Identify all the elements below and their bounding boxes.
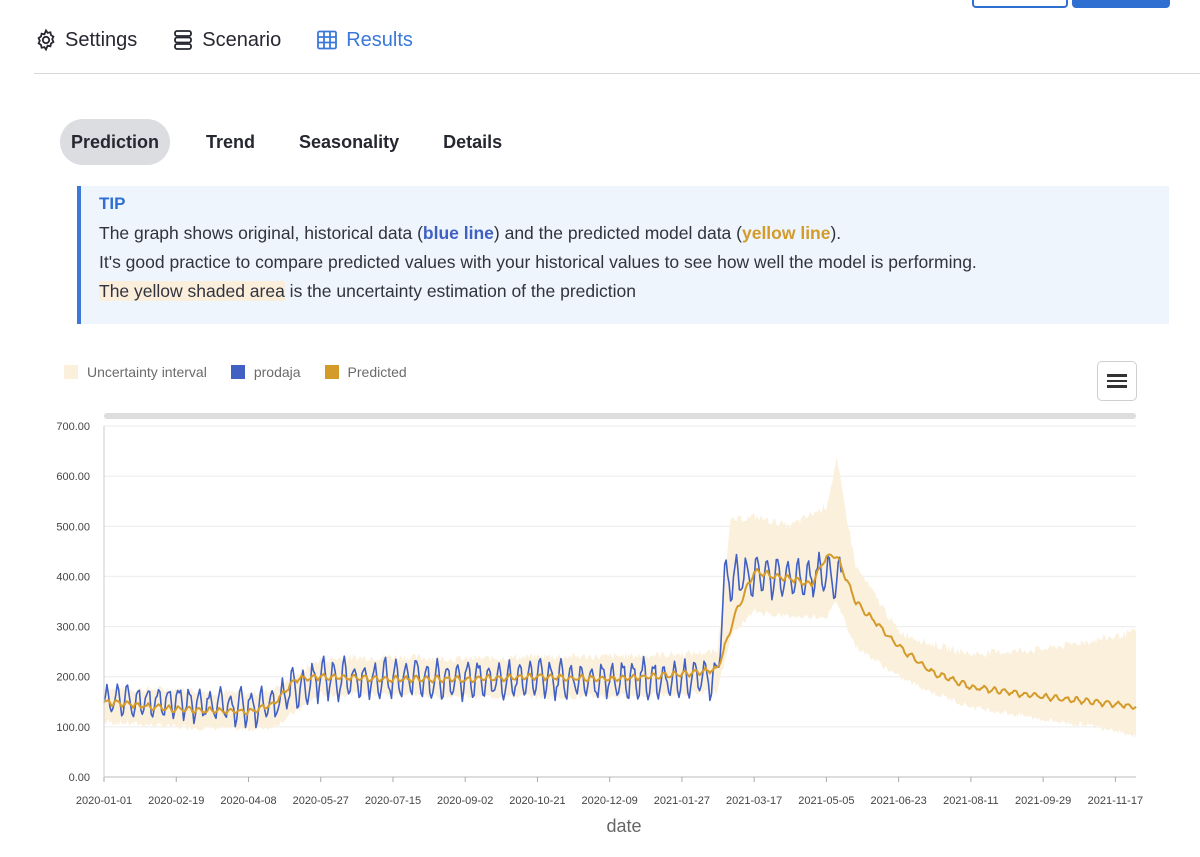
tab-details[interactable]: Details — [443, 132, 503, 152]
uncertainty-band — [104, 457, 1136, 739]
x-tick-label: 2021-03-17 — [726, 795, 782, 807]
nav-settings[interactable]: Settings — [34, 28, 137, 52]
grid — [104, 425, 1136, 778]
hamburger-icon — [1107, 385, 1127, 388]
x-tick-label: 2021-05-05 — [798, 795, 854, 807]
nav-divider — [34, 73, 1200, 74]
y-tick-label: 0.00 — [69, 772, 90, 784]
legend-swatch-predicted — [324, 365, 339, 379]
x-tick-label: 2020-04-08 — [220, 795, 276, 807]
tip-text: The graph shows original, historical dat… — [99, 223, 423, 243]
x-tick-label: 2020-10-21 — [509, 795, 565, 807]
x-tick-label: 2020-12-09 — [582, 795, 638, 807]
tip-line-2: It's good practice to compare predicted … — [99, 252, 977, 272]
secondary-action-button[interactable] — [972, 0, 1068, 8]
nav-scenario-label: Scenario — [202, 28, 282, 51]
legend-label: prodaja — [253, 364, 301, 380]
predicted-series — [103, 553, 1137, 716]
x-tick-label: 2020-01-01 — [76, 795, 132, 807]
x-tick-label: 2021-06-23 — [870, 795, 926, 807]
y-tick-label: 400.00 — [56, 571, 90, 583]
result-tabs: Prediction Trend Seasonality Details — [60, 119, 520, 165]
y-tick-label: 500.00 — [56, 521, 90, 533]
x-tick-label: 2020-09-02 — [437, 795, 493, 807]
chart-scrollbar[interactable] — [104, 413, 1136, 419]
legend-uncertainty[interactable]: Uncertainty interval — [64, 364, 207, 380]
tab-prediction[interactable]: Prediction — [60, 119, 171, 165]
x-tick-label: 2020-07-15 — [365, 795, 421, 807]
nav-settings-label: Settings — [65, 28, 138, 51]
y-tick-label: 600.00 — [56, 471, 90, 483]
nav-results-label: Results — [346, 28, 413, 51]
tip-text: ). — [830, 223, 842, 243]
hamburger-icon — [1107, 374, 1127, 377]
tip-line-3: The yellow shaded area is the uncertaint… — [99, 277, 1151, 306]
tab-trend[interactable]: Trend — [206, 132, 256, 152]
legend-swatch-prodaja — [230, 365, 245, 379]
x-tick-label: 2020-02-19 — [148, 795, 204, 807]
prediction-chart: 0.00 100.00 200.00 300.00 400.00 500.00 600.00… — [56, 421, 1143, 836]
uncertainty-area — [104, 457, 1136, 739]
y-tick-label: 700.00 — [56, 421, 90, 433]
stack-icon — [174, 30, 193, 50]
tip-title: TIP — [99, 194, 126, 213]
axes: 0.00 100.00 200.00 300.00 400.00 500.00 600.00… — [56, 421, 1143, 807]
x-tick-label: 2021-01-27 — [654, 795, 710, 807]
x-tick-label: 2020-05-27 — [293, 795, 349, 807]
x-tick-label: 2021-09-29 — [1015, 795, 1071, 807]
main-nav: Settings Scenario Results — [34, 28, 413, 52]
y-tick-label: 200.00 — [56, 672, 90, 684]
tip-box: TIP The graph shows original, historical… — [77, 186, 1169, 324]
table-icon — [317, 30, 338, 50]
tab-seasonality[interactable]: Seasonality — [299, 132, 400, 152]
legend-label: Predicted — [347, 364, 407, 380]
tip-line-1: The graph shows original, historical dat… — [99, 219, 1151, 248]
tip-text: ) and the predicted model data ( — [493, 223, 742, 243]
primary-action-button[interactable] — [1072, 0, 1170, 8]
page-title-partial — [36, 0, 246, 2]
tip-blue-line: blue line — [422, 223, 494, 243]
legend-label: Uncertainty interval — [87, 364, 207, 380]
y-tick-label: 100.00 — [56, 722, 90, 734]
tip-yellow-line: yellow line — [741, 223, 831, 243]
nav-scenario[interactable]: Scenario — [171, 28, 281, 52]
x-tick-label: 2021-11-17 — [1088, 795, 1143, 807]
predicted-line — [103, 553, 1137, 716]
legend-predicted[interactable]: Predicted — [324, 364, 407, 380]
tip-text: is the uncertainty estimation of the pre… — [284, 281, 636, 301]
y-tick-label: 300.00 — [56, 622, 90, 634]
legend-swatch-uncertainty — [64, 365, 78, 379]
chart-menu-button[interactable] — [1097, 361, 1137, 401]
x-tick-label: 2021-08-11 — [943, 795, 998, 807]
legend-prodaja[interactable]: prodaja — [230, 364, 301, 380]
chart-legend: Uncertainty interval prodaja Predicted — [64, 364, 407, 380]
x-axis-title: date — [606, 816, 641, 836]
tip-shaded-area: The yellow shaded area — [99, 281, 285, 301]
nav-results[interactable]: Results — [315, 28, 413, 52]
hamburger-icon — [1107, 379, 1127, 383]
gear-icon — [37, 28, 55, 52]
